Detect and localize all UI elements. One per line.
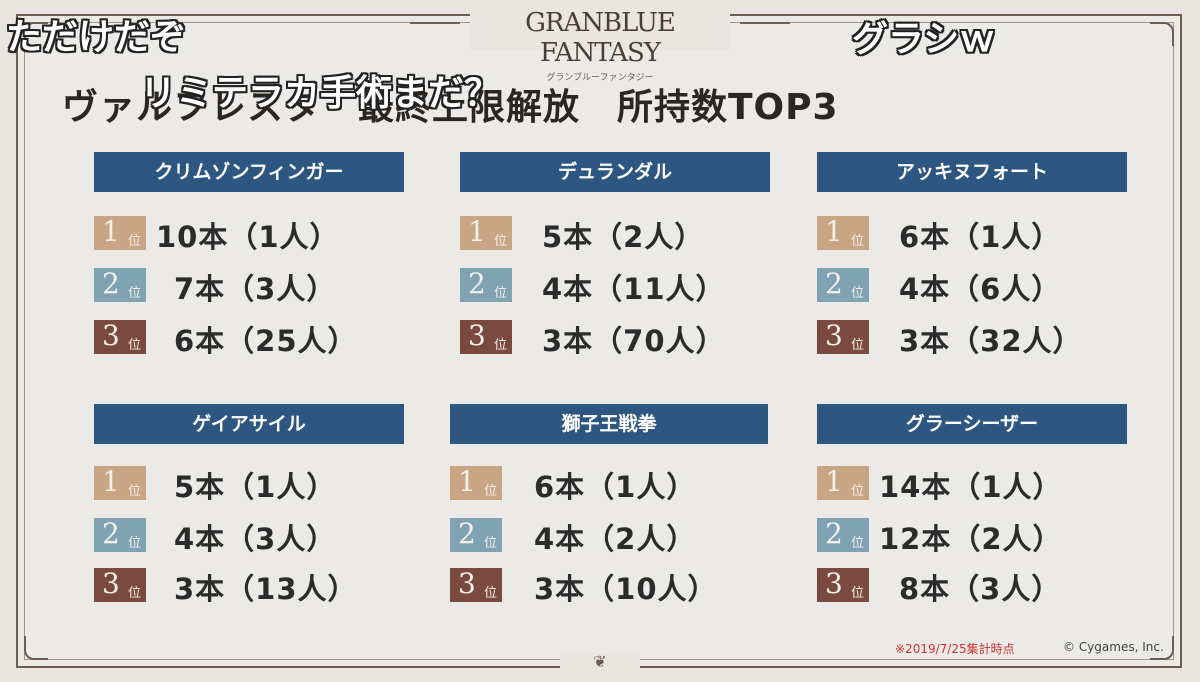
rank-value: 4本（2人） <box>534 522 697 556</box>
rank-value: 6本（25人） <box>174 324 358 358</box>
rank-value: 3本（70人） <box>542 324 726 358</box>
rank-value: 4本（6人） <box>899 272 1062 306</box>
logo-ornament-left <box>410 22 460 24</box>
overlay-comment: ただけだぞ <box>6 17 187 58</box>
logo-ornament-right <box>740 22 790 24</box>
rank-value: 4本（3人） <box>174 522 337 556</box>
rank-value: 5本（2人） <box>542 220 705 254</box>
logo-title: GRANBLUE FANTASY <box>525 8 676 68</box>
rank-value: 8本（3人） <box>899 572 1062 606</box>
rank-value: 6本（1人） <box>534 470 697 504</box>
section-title: デュランダル <box>460 152 770 192</box>
section-title: グラーシーザー <box>817 404 1127 444</box>
section-title: ゲイアサイル <box>94 404 404 444</box>
section-title: 獅子王戦拳 <box>450 404 768 444</box>
section-title: アッキヌフォート <box>817 152 1127 192</box>
bottom-ornament: ❦ <box>560 652 640 672</box>
rank-value: 10本（1人） <box>156 220 340 254</box>
section-title: クリムゾンフィンガー <box>94 152 404 192</box>
rank-value: 3本（10人） <box>534 572 718 606</box>
page-title: ヴァルフレスタ 最終上限解放 所持数TOP3 <box>62 87 839 128</box>
corner-ornament-top-right <box>1150 22 1174 46</box>
corner-ornament-top-left <box>24 22 48 46</box>
copyright: © Cygames, Inc. <box>1063 640 1164 654</box>
rank-value: 7本（3人） <box>174 272 337 306</box>
rank-value: 4本（11人） <box>542 272 726 306</box>
corner-ornament-bottom-left <box>24 636 48 660</box>
rank-value: 3本（32人） <box>899 324 1083 358</box>
aggregation-date-note: ※2019/7/25集計時点 <box>895 642 1015 656</box>
rank-value: 3本（13人） <box>174 572 358 606</box>
corner-ornament-bottom-right <box>1150 636 1174 660</box>
rank-value: 14本（1人） <box>879 470 1063 504</box>
overlay-comment: グラシｗ <box>852 19 996 60</box>
granblue-logo: GRANBLUE FANTASY グランブルーファンタジー <box>470 0 730 83</box>
rank-value: 6本（1人） <box>899 220 1062 254</box>
rank-value: 12本（2人） <box>879 522 1063 556</box>
rank-value: 5本（1人） <box>174 470 337 504</box>
logo-subtitle: グランブルーファンタジー <box>546 73 654 83</box>
overlay-comment: リミテラカ手術まだ？ <box>140 73 501 114</box>
